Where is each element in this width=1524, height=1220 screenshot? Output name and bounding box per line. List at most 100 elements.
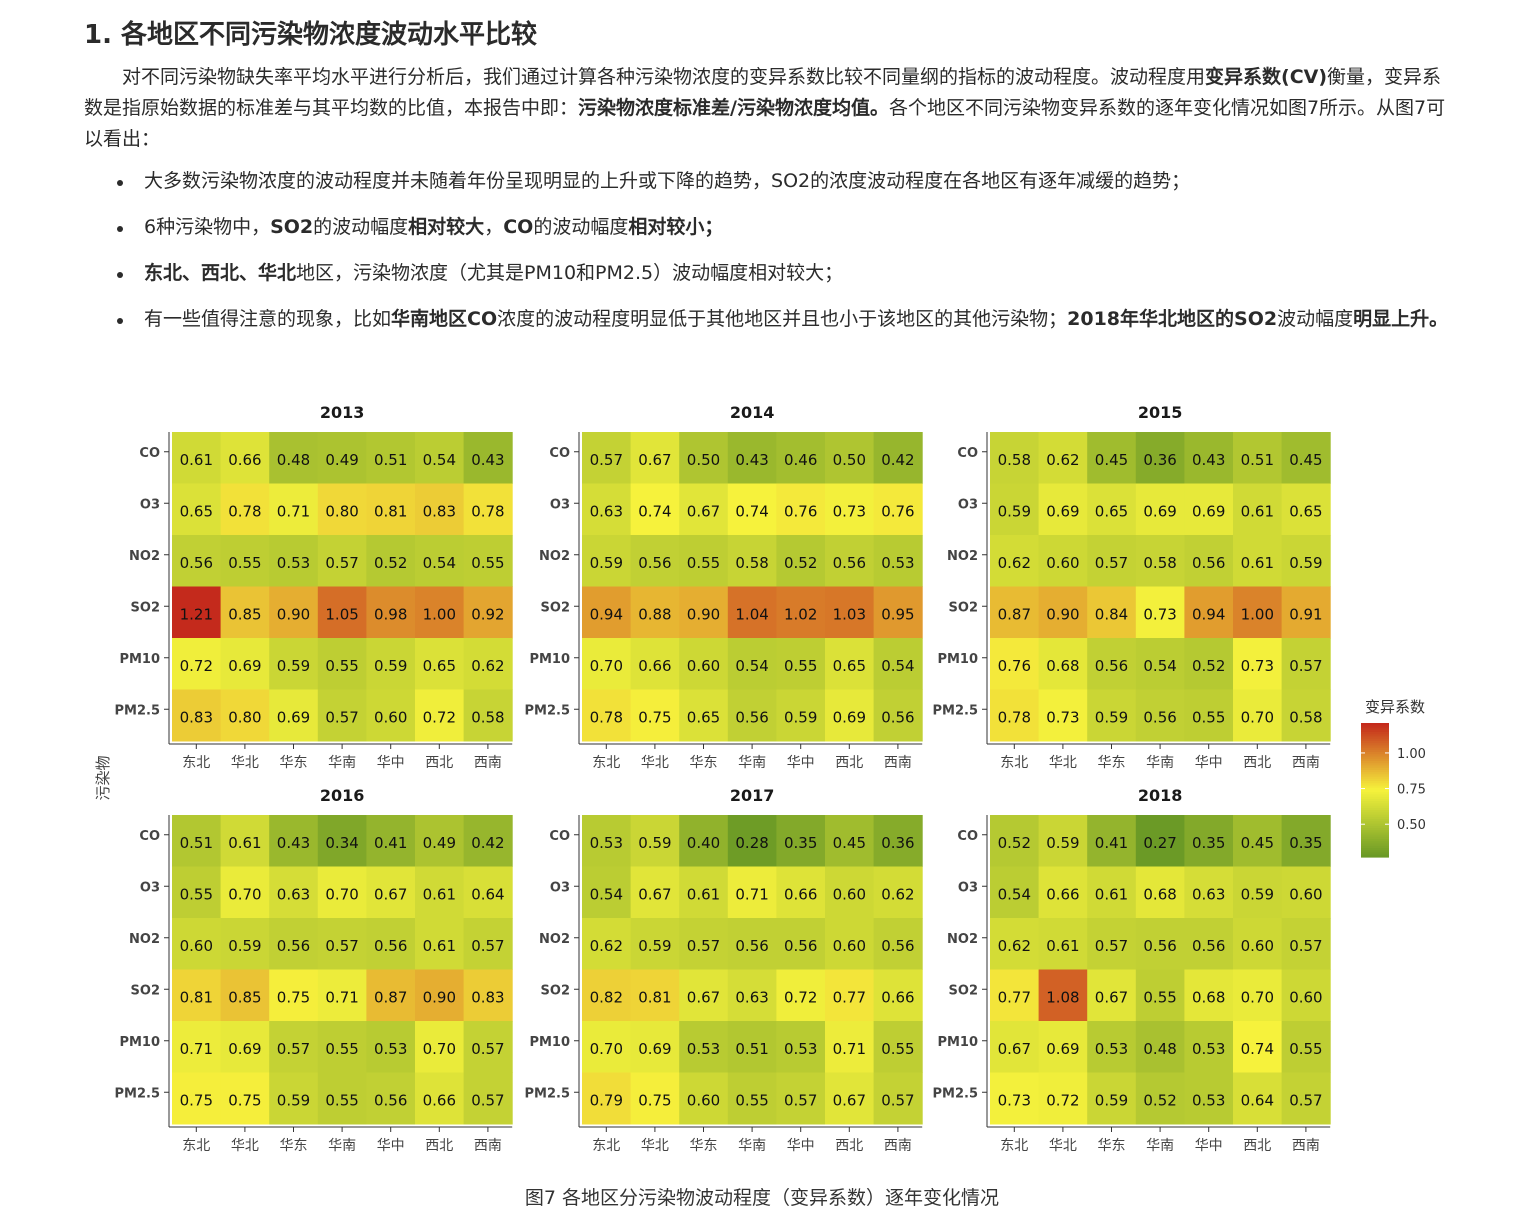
heatmap-cell: [1233, 535, 1283, 587]
x-tick-label: 华东: [280, 1138, 308, 1154]
x-tick-label: 华北: [231, 755, 259, 771]
heatmap-cell: [990, 1072, 1040, 1125]
heatmap-cell: [1233, 866, 1283, 919]
cell-value-label: 0.43: [471, 451, 504, 469]
legend-color-step: [1361, 834, 1389, 838]
cell-value-label: 0.60: [687, 1091, 720, 1109]
heatmap-cell: [825, 535, 875, 587]
cell-value-label: 0.83: [471, 988, 504, 1006]
heatmap-cell: [366, 1072, 416, 1125]
cell-value-label: 0.68: [1046, 657, 1079, 675]
x-tick-label: 华中: [787, 1138, 815, 1154]
heatmap-cell: [366, 815, 416, 867]
cell-value-label: 0.35: [1192, 834, 1225, 852]
heatmap-cell: [317, 1072, 367, 1125]
heatmap-cell: [1038, 1021, 1088, 1073]
heatmap-cell: [1038, 586, 1088, 639]
cell-value-label: 0.45: [833, 834, 866, 852]
cell-value-label: 0.65: [687, 708, 720, 726]
heatmap-cell: [269, 689, 319, 742]
cell-value-label: 0.45: [1241, 834, 1274, 852]
cell-value-label: 0.48: [277, 451, 310, 469]
y-tick-label: NO2: [947, 549, 978, 564]
heatmap-cell: [317, 483, 367, 536]
heatmap-cell: [269, 918, 319, 970]
cell-value-label: 0.57: [1289, 1091, 1322, 1109]
finding-item: 有一些值得注意的现象，比如华南地区CO浓度的波动程度明显低于其他地区并且也小于该…: [84, 304, 1454, 335]
heatmap-cell: [269, 432, 319, 484]
cell-value-label: 0.54: [423, 451, 456, 469]
cell-value-label: 0.75: [180, 1091, 213, 1109]
cell-value-label: 1.00: [1241, 605, 1274, 623]
cell-value-label: 0.87: [998, 605, 1031, 623]
cell-value-label: 0.60: [180, 937, 213, 955]
cell-value-label: 0.50: [687, 451, 720, 469]
heatmap-cell: [172, 918, 222, 970]
body-text: 的波动幅度: [533, 216, 629, 238]
heatmap-cell: [1038, 432, 1088, 484]
cell-value-label: 0.55: [1143, 988, 1176, 1006]
cell-value-label: 0.81: [374, 502, 407, 520]
cell-value-label: 0.70: [590, 657, 623, 675]
cell-value-label: 0.59: [277, 1091, 310, 1109]
legend-tick-label: 0.75: [1397, 783, 1426, 798]
heatmap-cell: [1281, 689, 1331, 742]
heatmap-cell: [1135, 866, 1185, 919]
body-text: ，: [484, 216, 504, 238]
legend-color-step: [1361, 769, 1389, 773]
heatmap-cell: [679, 483, 729, 536]
cell-value-label: 0.95: [881, 605, 914, 623]
y-tick-label: SO2: [949, 600, 978, 615]
cell-value-label: 0.61: [1095, 885, 1128, 903]
cell-value-label: 0.57: [471, 1091, 504, 1109]
heatmap-cell: [582, 918, 632, 970]
heatmap-cell: [1087, 815, 1137, 867]
cell-value-label: 0.66: [228, 451, 261, 469]
cell-value-label: 0.70: [228, 885, 261, 903]
cell-value-label: 0.83: [423, 502, 456, 520]
heatmap-cell: [172, 815, 222, 867]
cell-value-label: 0.73: [998, 1091, 1031, 1109]
cell-value-label: 0.51: [180, 834, 213, 852]
y-tick-label: O3: [140, 880, 160, 895]
cell-value-label: 0.49: [423, 834, 456, 852]
heatmap-cell: [727, 535, 777, 587]
cell-value-label: 0.60: [687, 657, 720, 675]
cell-value-label: 0.61: [180, 451, 213, 469]
heatmap-cell: [630, 483, 680, 536]
x-tick-label: 华中: [787, 755, 815, 771]
cell-value-label: 0.54: [590, 885, 623, 903]
heatmap-cell: [990, 535, 1040, 587]
cell-value-label: 0.77: [998, 988, 1031, 1006]
heatmap-cell: [1233, 689, 1283, 742]
heatmap-cell: [1184, 535, 1234, 587]
x-tick-label: 华南: [328, 755, 356, 771]
heatmap-cell: [1233, 1072, 1283, 1125]
heatmap-cell: [1087, 535, 1137, 587]
cell-value-label: 0.78: [998, 708, 1031, 726]
heatmap-cell: [873, 866, 923, 919]
cell-value-label: 1.00: [423, 605, 456, 623]
heatmap-cell: [366, 866, 416, 919]
heatmap-cell: [172, 1021, 222, 1073]
heatmap-cell: [1038, 1072, 1088, 1125]
x-tick-label: 华北: [641, 755, 669, 771]
cell-value-label: 0.71: [277, 502, 310, 520]
cell-value-label: 0.72: [180, 657, 213, 675]
cell-value-label: 0.90: [1046, 605, 1079, 623]
heatmap-cell: [1233, 483, 1283, 536]
heatmap-cell: [873, 535, 923, 587]
x-tick-label: 东北: [592, 755, 620, 771]
legend-color-step: [1361, 738, 1389, 742]
y-tick-label: CO: [549, 829, 570, 844]
cell-value-label: 0.90: [277, 605, 310, 623]
heatmap-cell: [415, 866, 465, 919]
heatmap-cell: [1038, 638, 1088, 690]
cell-value-label: 0.59: [1095, 708, 1128, 726]
cell-value-label: 0.56: [1192, 937, 1225, 955]
heatmap-cell: [776, 969, 826, 1022]
cell-value-label: 0.60: [833, 937, 866, 955]
legend-color-step: [1361, 760, 1389, 764]
heatmap-cell: [1087, 432, 1137, 484]
heatmap-cell: [269, 483, 319, 536]
